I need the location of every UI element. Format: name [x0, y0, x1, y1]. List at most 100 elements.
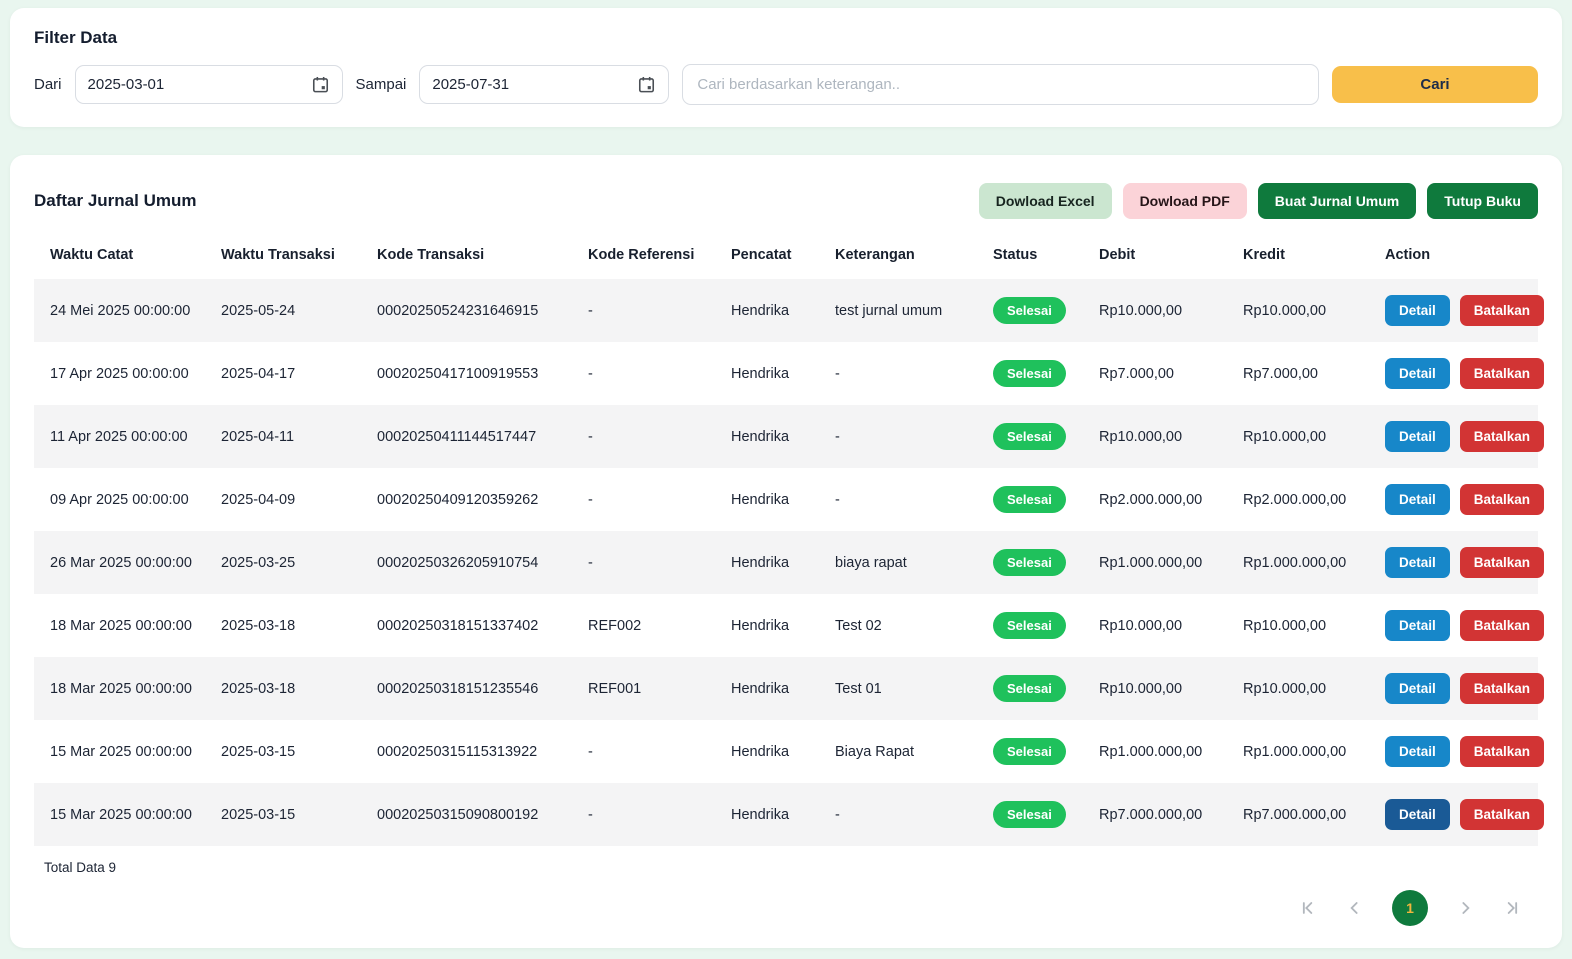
date-to-input[interactable]: 2025-07-31 [419, 65, 670, 104]
col-status: Status [993, 247, 1038, 263]
table-row: 11 Apr 2025 00:00:00 2025-04-11 00020250… [34, 405, 1545, 468]
detail-button[interactable]: Detail [1385, 736, 1450, 767]
cell-debit: Rp10.000,00 [1099, 680, 1183, 697]
cell-waktu-catat: 18 Mar 2025 00:00:00 [50, 617, 192, 634]
batalkan-button[interactable]: Batalkan [1459, 421, 1545, 452]
cell-kode-referensi: - [588, 554, 593, 571]
table-row: 15 Mar 2025 00:00:00 2025-03-15 00020250… [34, 783, 1545, 846]
calendar-icon [312, 76, 328, 93]
col-kredit: Kredit [1243, 247, 1285, 263]
download-excel-button[interactable]: Dowload Excel [978, 183, 1112, 219]
col-pencatat: Pencatat [731, 247, 792, 263]
cell-waktu-transaksi: 2025-05-24 [221, 302, 296, 319]
detail-button[interactable]: Detail [1385, 610, 1450, 641]
cell-keterangan: - [835, 365, 840, 382]
cell-keterangan: Biaya Rapat [835, 743, 914, 760]
cell-waktu-catat: 26 Mar 2025 00:00:00 [50, 554, 192, 571]
cell-kode-referensi: - [588, 491, 593, 508]
cell-pencatat: Hendrika [731, 491, 790, 508]
cell-waktu-catat: 15 Mar 2025 00:00:00 [50, 806, 192, 823]
table-actions-group: Dowload Excel Dowload PDF Buat Jurnal Um… [978, 183, 1538, 219]
detail-button[interactable]: Detail [1385, 547, 1450, 578]
cell-kode-transaksi: 00020250318151235546 [377, 680, 539, 697]
col-debit: Debit [1099, 247, 1136, 263]
cell-keterangan: biaya rapat [835, 554, 907, 571]
status-badge: Selesai [993, 738, 1066, 765]
dari-label: Dari [34, 76, 62, 93]
detail-button[interactable]: Detail [1385, 358, 1450, 389]
cell-kredit: Rp10.000,00 [1243, 428, 1327, 445]
detail-button[interactable]: Detail [1385, 673, 1450, 704]
batalkan-button[interactable]: Batalkan [1459, 736, 1545, 767]
cari-button[interactable]: Cari [1332, 66, 1538, 103]
current-page-button[interactable]: 1 [1392, 890, 1428, 926]
status-badge: Selesai [993, 360, 1066, 387]
cell-keterangan: test jurnal umum [835, 302, 943, 319]
col-kode-transaksi: Kode Transaksi [377, 247, 485, 263]
chevron-left-icon[interactable] [1345, 898, 1365, 918]
detail-button[interactable]: Detail [1385, 484, 1450, 515]
col-action: Action [1385, 247, 1431, 263]
journal-panel: Daftar Jurnal Umum Dowload Excel Dowload… [10, 155, 1562, 948]
cell-waktu-catat: 11 Apr 2025 00:00:00 [50, 428, 188, 445]
status-badge: Selesai [993, 549, 1066, 576]
batalkan-button[interactable]: Batalkan [1459, 547, 1545, 578]
detail-button[interactable]: Detail [1385, 295, 1450, 326]
cell-waktu-catat: 18 Mar 2025 00:00:00 [50, 680, 192, 697]
cell-pencatat: Hendrika [731, 680, 790, 697]
cell-kode-referensi: - [588, 743, 593, 760]
tutup-buku-button[interactable]: Tutup Buku [1427, 183, 1538, 219]
batalkan-button[interactable]: Batalkan [1459, 799, 1545, 830]
pagination: 1 [1298, 890, 1522, 926]
cell-kode-referensi: - [588, 806, 593, 823]
last-page-icon[interactable] [1502, 898, 1522, 918]
cell-waktu-catat: 09 Apr 2025 00:00:00 [50, 491, 189, 508]
batalkan-button[interactable]: Batalkan [1459, 295, 1545, 326]
cell-debit: Rp1.000.000,00 [1099, 554, 1203, 571]
detail-button[interactable]: Detail [1385, 799, 1450, 830]
batalkan-button[interactable]: Batalkan [1459, 610, 1545, 641]
filter-row: Dari 2025-03-01 Sampai 2025-07-31 Cari [34, 64, 1538, 105]
cell-keterangan: - [835, 806, 840, 823]
cell-kredit: Rp7.000,00 [1243, 365, 1318, 382]
status-badge: Selesai [993, 675, 1066, 702]
cell-kode-referensi: REF002 [588, 617, 642, 634]
status-badge: Selesai [993, 423, 1066, 450]
filter-panel: Filter Data Dari 2025-03-01 Sampai 2025-… [10, 8, 1562, 127]
cell-waktu-transaksi: 2025-04-09 [221, 491, 296, 508]
col-waktu-catat: Waktu Catat [50, 247, 134, 263]
detail-button[interactable]: Detail [1385, 421, 1450, 452]
chevron-right-icon[interactable] [1455, 898, 1475, 918]
status-badge: Selesai [993, 297, 1066, 324]
date-from-input[interactable]: 2025-03-01 [74, 65, 343, 104]
cell-pencatat: Hendrika [731, 554, 790, 571]
batalkan-button[interactable]: Batalkan [1459, 673, 1545, 704]
table-row: 18 Mar 2025 00:00:00 2025-03-18 00020250… [34, 594, 1545, 657]
cell-keterangan: - [835, 428, 840, 445]
table-header-bar: Daftar Jurnal Umum Dowload Excel Dowload… [34, 183, 1538, 219]
cell-kredit: Rp10.000,00 [1243, 302, 1327, 319]
cell-pencatat: Hendrika [731, 365, 790, 382]
cell-kode-transaksi: 00020250318151337402 [377, 617, 539, 634]
cell-debit: Rp10.000,00 [1099, 428, 1183, 445]
search-input[interactable] [682, 64, 1319, 105]
batalkan-button[interactable]: Batalkan [1459, 484, 1545, 515]
date-to-value: 2025-07-31 [432, 76, 510, 93]
cell-keterangan: - [835, 491, 840, 508]
first-page-icon[interactable] [1298, 898, 1318, 918]
cell-kredit: Rp1.000.000,00 [1243, 743, 1347, 760]
cell-kode-referensi: - [588, 365, 593, 382]
cell-debit: Rp2.000.000,00 [1099, 491, 1203, 508]
buat-jurnal-umum-button[interactable]: Buat Jurnal Umum [1257, 183, 1417, 219]
cell-waktu-transaksi: 2025-03-25 [221, 554, 296, 571]
batalkan-button[interactable]: Batalkan [1459, 358, 1545, 389]
cell-kredit: Rp10.000,00 [1243, 680, 1327, 697]
cell-waktu-transaksi: 2025-03-18 [221, 680, 296, 697]
cell-debit: Rp1.000.000,00 [1099, 743, 1203, 760]
cell-debit: Rp10.000,00 [1099, 617, 1183, 634]
table-row: 26 Mar 2025 00:00:00 2025-03-25 00020250… [34, 531, 1545, 594]
cell-debit: Rp7.000.000,00 [1099, 806, 1203, 823]
download-pdf-button[interactable]: Dowload PDF [1122, 183, 1247, 219]
cell-kredit: Rp1.000.000,00 [1243, 554, 1347, 571]
total-data-label: Total Data 9 [44, 860, 117, 875]
